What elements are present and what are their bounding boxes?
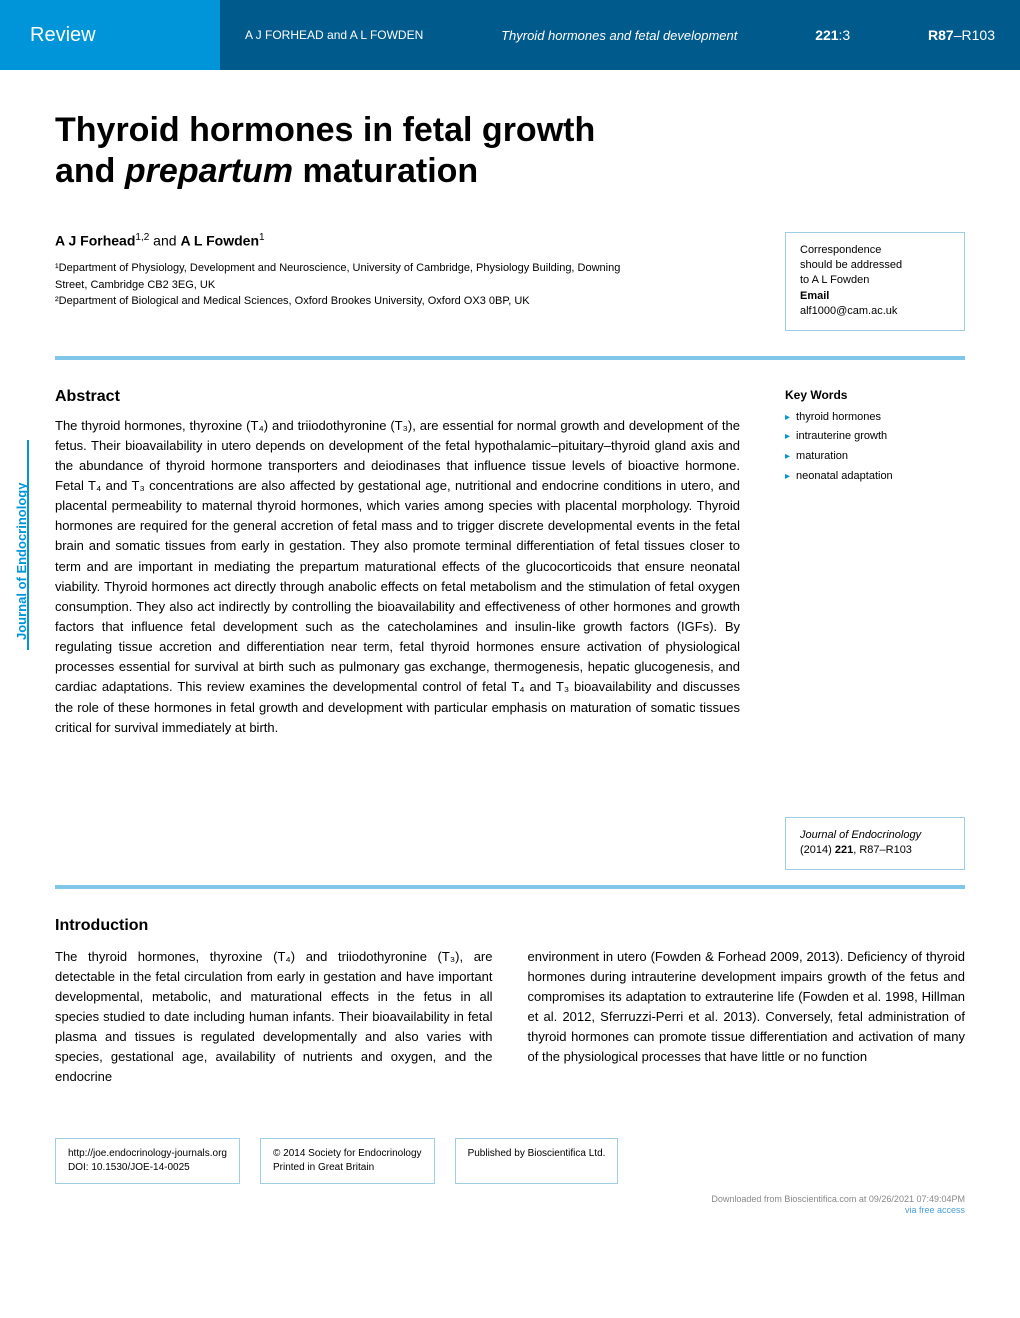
page-header: Review A J FORHEAD and A L FOWDEN Thyroi… (0, 0, 1020, 70)
page-footer: http://joe.endocrinology-journals.org DO… (0, 1138, 1020, 1217)
section-rule-1 (55, 356, 965, 360)
footer-box-copyright: © 2014 Society for Endocrinology Printed… (260, 1138, 435, 1184)
affiliation-1: ¹Department of Physiology, Development a… (55, 260, 655, 293)
keyword-item: maturation (785, 447, 965, 467)
page-rest: –R103 (954, 27, 995, 43)
correspondence-label: Correspondence (800, 243, 950, 258)
keyword-item: thyroid hormones (785, 408, 965, 428)
footer-copyright: © 2014 Society for Endocrinology (273, 1147, 422, 1161)
header-meta: A J FORHEAD and A L FOWDEN Thyroid hormo… (220, 0, 1020, 70)
author-names: A J Forhead1,2 and A L Fowden1 (55, 232, 655, 249)
footer-access-link[interactable]: via free access (905, 1205, 965, 1215)
page-first: R87 (928, 27, 954, 43)
title-italic: prepartum (125, 152, 293, 190)
citation-year: (2014) (800, 844, 835, 856)
issue-volume: 221 (815, 27, 838, 43)
header-issue: 221:3 (815, 27, 850, 43)
correspondence-line2: should be addressed (800, 258, 950, 273)
author-1-sup: 1,2 (135, 232, 149, 243)
email-label: Email (800, 289, 950, 304)
correspondence-line3: to A L Fowden (800, 273, 950, 288)
affiliations: ¹Department of Physiology, Development a… (55, 260, 655, 310)
footer-download-info: Downloaded from Bioscientifica.com at 09… (55, 1194, 965, 1217)
correspondence-box: Correspondence should be addressed to A … (785, 232, 965, 331)
author-connector: and (149, 232, 180, 248)
citation-pages: , R87–R103 (853, 844, 912, 856)
footer-box-url: http://joe.endocrinology-journals.org DO… (55, 1138, 240, 1184)
correspondence-email: alf1000@cam.ac.uk (800, 304, 950, 319)
spine-rule (27, 440, 29, 650)
introduction-heading: Introduction (55, 917, 965, 935)
header-running-title: Thyroid hormones and fetal development (501, 28, 737, 43)
abstract-text: The thyroid hormones, thyroxine (T₄) and… (55, 416, 740, 738)
keywords-heading: Key Words (785, 388, 965, 402)
citation-box: Journal of Endocrinology (2014) 221, R87… (785, 817, 965, 870)
footer-box-publisher: Published by Bioscientifica Ltd. (455, 1138, 619, 1184)
section-rule-2 (55, 885, 965, 889)
keyword-item: intrauterine growth (785, 427, 965, 447)
title-line2a: and (55, 152, 125, 190)
footer-url: http://joe.endocrinology-journals.org (68, 1147, 227, 1161)
title-line2b: maturation (293, 152, 478, 190)
author-2-sup: 1 (259, 232, 265, 243)
abstract-heading: Abstract (55, 388, 740, 406)
footer-publisher: Published by Bioscientifica Ltd. (468, 1147, 606, 1161)
authors-block: A J Forhead1,2 and A L Fowden1 ¹Departme… (55, 232, 655, 310)
review-tab: Review (0, 0, 220, 70)
header-authors: A J FORHEAD and A L FOWDEN (245, 28, 423, 42)
affiliation-2: ²Department of Biological and Medical Sc… (55, 293, 655, 310)
article-title: Thyroid hormones in fetal growth and pre… (55, 110, 965, 192)
keywords-list: thyroid hormones intrauterine growth mat… (785, 408, 965, 487)
citation-journal: Journal of Endocrinology (800, 829, 921, 841)
footer-download-line1: Downloaded from Bioscientifica.com at 09… (711, 1194, 965, 1206)
intro-column-1: The thyroid hormones, thyroxine (T₄) and… (55, 947, 493, 1088)
issue-number: :3 (839, 27, 851, 43)
citation-vol: 221 (835, 844, 853, 856)
title-line1: Thyroid hormones in fetal growth (55, 111, 595, 149)
keyword-item: neonatal adaptation (785, 467, 965, 487)
header-pages: R87–R103 (928, 27, 995, 43)
footer-printed: Printed in Great Britain (273, 1161, 422, 1175)
intro-column-2: environment in utero (Fowden & Forhead 2… (528, 947, 966, 1088)
footer-doi: DOI: 10.1530/JOE-14-0025 (68, 1161, 227, 1175)
author-2: A L Fowden (180, 232, 259, 248)
author-1: A J Forhead (55, 232, 135, 248)
